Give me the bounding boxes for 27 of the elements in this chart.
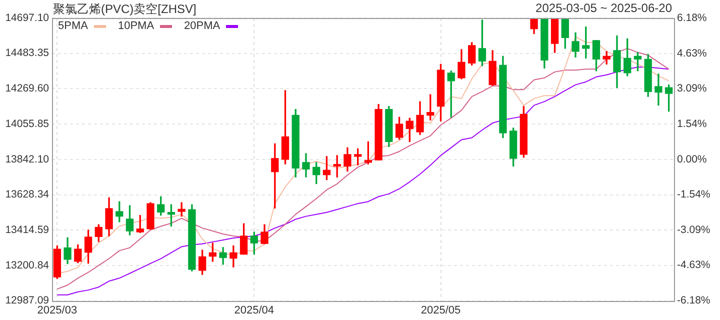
y2-tick-label: 4.63% [677, 47, 707, 60]
chart-title: 聚氯乙烯(PVC)卖空[ZHSV] [53, 1, 196, 18]
y2-tick-label: 3.09% [677, 82, 707, 95]
y-tick-label: 14269.60 [5, 82, 50, 95]
y-tick-label: 12987.09 [5, 294, 50, 307]
y-tick-label: 13628.34 [5, 188, 50, 201]
y-tick-label: 13842.10 [5, 153, 50, 166]
y-tick-label: 14697.10 [5, 12, 50, 24]
y-tick-label: 13200.84 [5, 259, 50, 272]
legend-label: 10PMA [118, 20, 154, 32]
y2-tick-label: -1.54% [677, 188, 710, 201]
x-tick-label: 2025/05 [420, 304, 461, 316]
chart-subtitle: 2025-03-05 ~ 2025-06-20 [536, 1, 672, 15]
y2-tick-label: -4.63% [677, 259, 710, 272]
legend-label: 5PMA [58, 20, 88, 32]
y2-tick-label: -3.09% [677, 224, 710, 236]
y2-tick-label: 0.00% [677, 153, 707, 166]
y2-tick-label: 1.54% [677, 118, 707, 130]
y2-tick-label: -6.18% [677, 294, 710, 307]
x-tick-label: 2025/03 [37, 304, 78, 316]
x-tick-label: 2025/04 [234, 304, 274, 316]
y2-tick-label: 6.18% [677, 12, 707, 24]
candlestick [654, 74, 662, 106]
legend-label: 20PMA [184, 20, 220, 32]
y-tick-label: 14055.85 [5, 118, 50, 130]
y-tick-label: 14483.35 [5, 47, 50, 60]
y-tick-label: 13414.59 [5, 224, 50, 236]
